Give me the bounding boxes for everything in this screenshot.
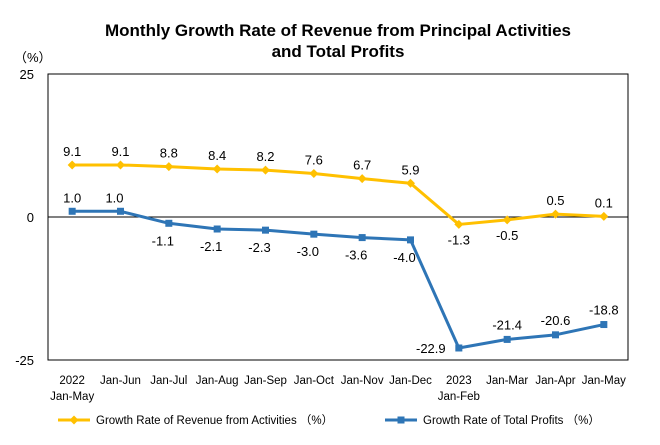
x-tick-label: Jan-Mar	[486, 375, 528, 387]
data-point	[503, 335, 511, 343]
y-tick-label: 25	[20, 67, 34, 82]
data-label: -3.6	[345, 248, 367, 263]
data-point	[551, 209, 560, 219]
x-tick-label: Jan-Sep	[244, 375, 287, 387]
x-tick-label: 2023 Jan-Feb	[438, 375, 480, 403]
x-tick-label: Jan-Dec	[389, 375, 432, 387]
data-point	[213, 225, 221, 233]
data-point	[357, 174, 367, 184]
data-label: -0.5	[496, 228, 518, 243]
data-label: -1.1	[152, 233, 174, 248]
legend: Growth Rate of Revenue from Activities （…	[58, 414, 600, 427]
data-label: 1.0	[63, 190, 81, 205]
data-label: 8.8	[160, 146, 178, 161]
x-tick-label: Jan-Jul	[150, 375, 187, 387]
data-label: 9.1	[111, 144, 129, 159]
data-point	[600, 321, 608, 329]
data-label: 0.1	[595, 195, 613, 210]
legend-label: Growth Rate of Total Profits （%）	[423, 414, 600, 427]
data-point	[310, 230, 318, 238]
data-point	[454, 219, 464, 229]
data-point	[116, 160, 125, 170]
legend-marker	[397, 416, 405, 424]
data-label: 8.4	[208, 148, 226, 163]
chart-title-line-0: Monthly Growth Rate of Revenue from Prin…	[105, 21, 571, 40]
data-label: -18.8	[589, 303, 619, 318]
data-label: 5.9	[401, 162, 419, 177]
data-point	[552, 331, 559, 339]
x-tick-label: 2022 Jan-May	[50, 375, 94, 403]
series-line-0	[72, 163, 604, 226]
data-label: -2.3	[248, 240, 270, 255]
chart-title-line-1: and Total Profits	[272, 42, 405, 61]
data-point	[358, 234, 366, 242]
x-tick-label: Jan-Nov	[341, 375, 384, 387]
data-label: 0.5	[546, 193, 564, 208]
data-point	[455, 344, 463, 352]
x-tick-label: Jan-Apr	[535, 375, 575, 387]
data-label: -2.1	[200, 239, 222, 254]
data-label: 8.2	[256, 149, 274, 164]
y-axis-label: （%）	[14, 50, 52, 65]
chart-title: Monthly Growth Rate of Revenue from Prin…	[105, 21, 571, 61]
data-label: 9.1	[63, 144, 81, 159]
data-point	[68, 207, 76, 215]
data-label: -22.9	[416, 341, 446, 356]
legend-marker	[69, 415, 79, 425]
data-label: -21.4	[492, 317, 522, 332]
legend-label: Growth Rate of Revenue from Activities （…	[96, 414, 333, 427]
data-label: 7.6	[305, 153, 323, 168]
data-point	[406, 178, 415, 188]
x-tick-label: Jan-Jun	[100, 375, 141, 387]
data-point	[309, 169, 319, 179]
data-label: 1.0	[105, 190, 123, 205]
x-tick-label: Jan-Aug	[196, 375, 239, 387]
series-line-1	[72, 209, 605, 350]
data-label: -3.0	[297, 244, 319, 259]
data-label: -4.0	[393, 250, 415, 265]
data-point	[165, 219, 173, 227]
data-point	[407, 236, 414, 244]
series-layer: 9.1 9.1 8.8 8.4 8.2 7.6 6.7 5.9 -1.3 -0.5 0.5 0.1 1.…	[63, 144, 619, 356]
data-point	[599, 211, 609, 221]
data-label: -20.6	[541, 313, 571, 328]
data-label: 6.7	[353, 158, 371, 173]
x-tick-label: Jan-Oct	[294, 375, 335, 387]
axes: （%） 25 0 -25 2022 Jan-May Jan-Jun Jan-Jul Jan-Au…	[14, 50, 628, 403]
data-point	[212, 164, 222, 174]
data-point	[261, 165, 270, 175]
x-tick-label: Jan-May	[582, 375, 626, 387]
data-point	[164, 162, 174, 172]
data-point	[67, 160, 77, 170]
data-point	[262, 226, 269, 234]
y-tick-label: 0	[27, 210, 34, 225]
y-tick-label: -25	[15, 353, 34, 368]
data-label: -1.3	[448, 232, 470, 247]
data-point	[117, 207, 124, 215]
data-point	[502, 215, 512, 225]
